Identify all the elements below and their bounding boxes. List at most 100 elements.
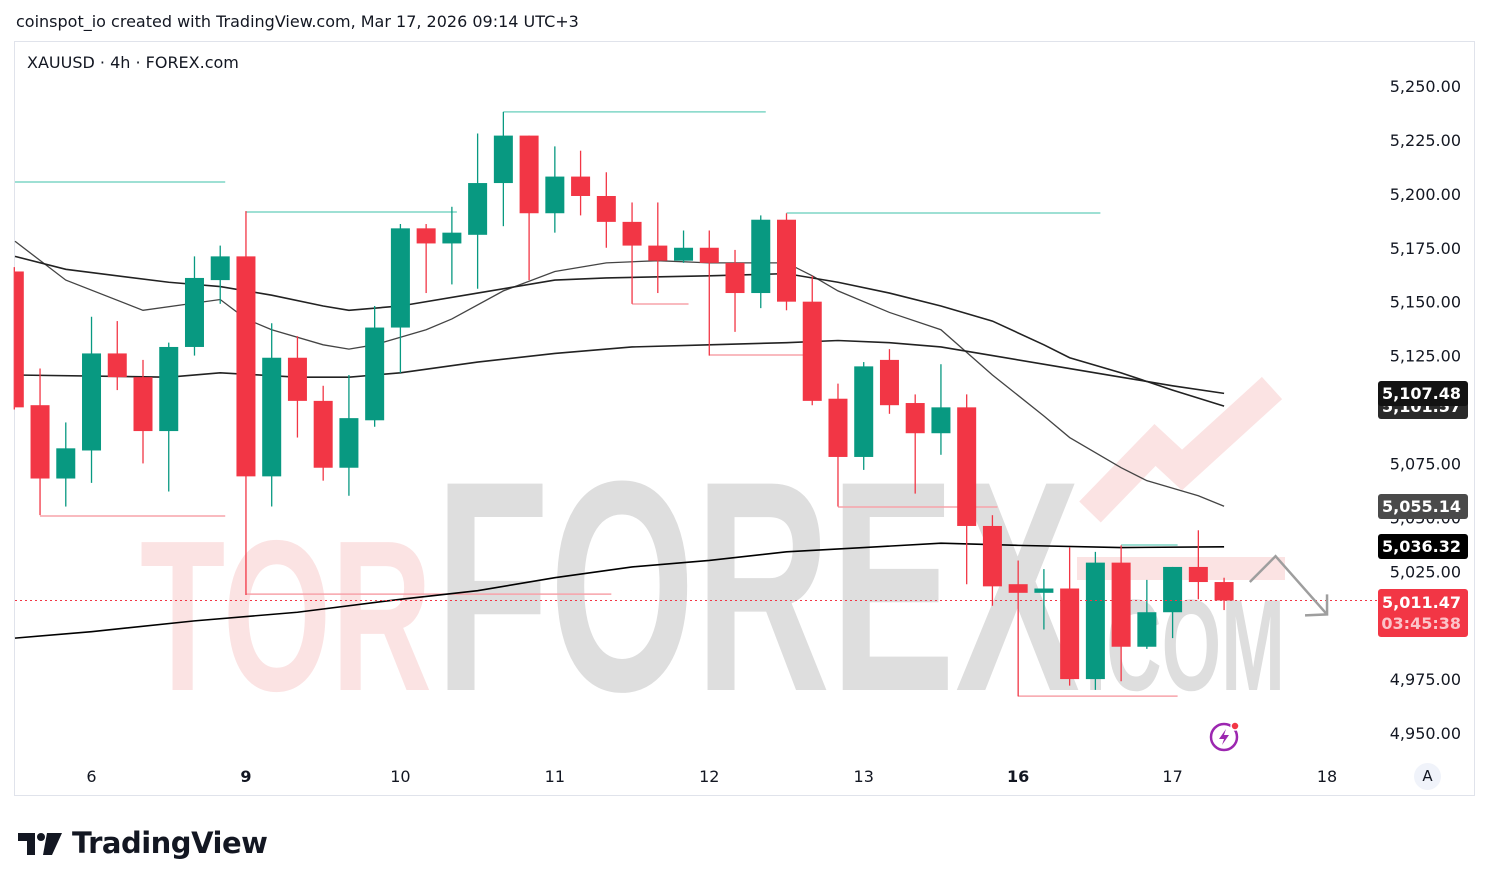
candle-bullish bbox=[1085, 551, 1105, 690]
time-tick-label: 18 bbox=[1317, 767, 1337, 786]
candle-bullish bbox=[210, 245, 230, 304]
chart-credit: coinspot_io created with TradingView.com… bbox=[16, 12, 579, 31]
candle-bearish bbox=[287, 336, 307, 438]
candle-body bbox=[56, 448, 76, 479]
candle-body bbox=[107, 353, 127, 378]
candle-bearish bbox=[30, 368, 50, 516]
candle-bearish bbox=[777, 213, 796, 311]
candle-bearish bbox=[828, 383, 848, 507]
candle-body bbox=[1060, 588, 1080, 680]
price-tick-label: 5,075.00 bbox=[1390, 454, 1461, 473]
candle-bearish bbox=[982, 515, 1002, 606]
candle-body bbox=[15, 271, 24, 408]
candle-body bbox=[210, 256, 230, 281]
candle-body bbox=[854, 366, 874, 457]
candle-bearish bbox=[648, 202, 668, 294]
candle-body bbox=[648, 245, 668, 261]
candle-bullish bbox=[339, 374, 359, 496]
candle-body bbox=[982, 525, 1002, 587]
candle-bearish bbox=[1214, 577, 1234, 611]
tradingview-logo[interactable]: TradingView bbox=[18, 826, 268, 860]
candle-body bbox=[828, 398, 848, 457]
candle-body bbox=[159, 346, 179, 432]
watermark-tor: TOR bbox=[140, 495, 432, 736]
candle-bullish bbox=[262, 323, 282, 507]
candle-body bbox=[30, 405, 50, 479]
candle-body bbox=[725, 262, 745, 294]
candle-bearish bbox=[571, 150, 591, 216]
price-tick-label: 5,125.00 bbox=[1390, 347, 1461, 366]
moving-average-line bbox=[14, 339, 1225, 395]
candle-bearish bbox=[1060, 547, 1080, 686]
projection-arrow-line[interactable] bbox=[1248, 554, 1328, 616]
candle-body bbox=[571, 176, 591, 196]
candle-body bbox=[1163, 566, 1183, 613]
candle-bullish bbox=[854, 362, 874, 470]
lightning-icon[interactable] bbox=[1209, 721, 1240, 752]
candle-body bbox=[802, 301, 822, 401]
candle-bearish bbox=[1111, 545, 1131, 682]
bar-countdown: 03:45:38 bbox=[1381, 614, 1461, 633]
time-tick-label: 9 bbox=[240, 767, 251, 786]
candle-bearish bbox=[802, 275, 822, 406]
candle-body bbox=[442, 232, 462, 244]
candle-body bbox=[468, 183, 488, 235]
time-tick-label: 11 bbox=[545, 767, 565, 786]
candle-body bbox=[1085, 562, 1105, 680]
price-tick-label: 4,975.00 bbox=[1390, 670, 1461, 689]
candle-body bbox=[905, 403, 925, 434]
time-tick-label: 13 bbox=[854, 767, 874, 786]
time-axis[interactable]: 6 9 10 11 12 13 16 17 18 bbox=[86, 767, 1337, 786]
candle-body bbox=[313, 400, 333, 468]
candle-body bbox=[1188, 566, 1208, 583]
candle-bullish bbox=[184, 256, 204, 356]
projection-arrow-drawing[interactable] bbox=[1248, 554, 1329, 617]
candle-bearish bbox=[133, 359, 153, 464]
candle-bullish bbox=[545, 146, 565, 233]
candle-body bbox=[1008, 584, 1028, 593]
candle-bullish bbox=[493, 111, 513, 227]
candle-body bbox=[287, 357, 307, 401]
time-tick-label: 12 bbox=[699, 767, 719, 786]
candle-bullish bbox=[468, 133, 488, 289]
watermark-arrow-icon bbox=[1079, 376, 1283, 523]
candle-bearish bbox=[236, 211, 256, 595]
price-tick-label: 5,025.00 bbox=[1390, 562, 1461, 581]
candle-body bbox=[365, 327, 385, 421]
candle-body bbox=[622, 221, 642, 246]
candle-body bbox=[262, 357, 282, 477]
time-tick-label: 6 bbox=[86, 767, 96, 786]
candle-bearish bbox=[725, 249, 745, 332]
auto-scale-button[interactable]: A bbox=[1414, 763, 1441, 790]
candle-bearish bbox=[957, 394, 977, 585]
candle-body bbox=[133, 377, 153, 432]
candle-bearish bbox=[699, 230, 719, 356]
candle-bullish bbox=[1163, 566, 1183, 639]
candle-body bbox=[545, 176, 565, 214]
candle-body bbox=[416, 228, 436, 244]
last-price-value: 5,011.47 bbox=[1382, 593, 1461, 612]
price-tick-label: 5,175.00 bbox=[1390, 239, 1461, 258]
candle-body bbox=[699, 247, 719, 263]
candle-bullish bbox=[365, 305, 385, 427]
candle-body bbox=[751, 219, 771, 294]
candle-bearish bbox=[1188, 530, 1208, 600]
candles bbox=[13, 111, 1234, 697]
candle-body bbox=[777, 219, 796, 302]
candle-body bbox=[493, 135, 513, 184]
price-tick-label: 5,225.00 bbox=[1390, 131, 1461, 150]
candle-bullish bbox=[1137, 579, 1157, 649]
time-tick-label: 10 bbox=[390, 767, 410, 786]
candle-body bbox=[339, 418, 359, 468]
candle-bearish bbox=[107, 321, 127, 391]
candle-body bbox=[596, 195, 616, 222]
price-tick-label: 5,150.00 bbox=[1390, 293, 1461, 312]
tradingview-logo-icon bbox=[18, 833, 62, 855]
candle-bearish bbox=[13, 267, 24, 410]
candle-body bbox=[184, 277, 204, 347]
time-tick-label: 17 bbox=[1162, 767, 1182, 786]
candle-body bbox=[519, 135, 539, 214]
symbol-title[interactable]: XAUUSD · 4h · FOREX.com bbox=[27, 53, 239, 72]
candle-body bbox=[1111, 562, 1131, 647]
